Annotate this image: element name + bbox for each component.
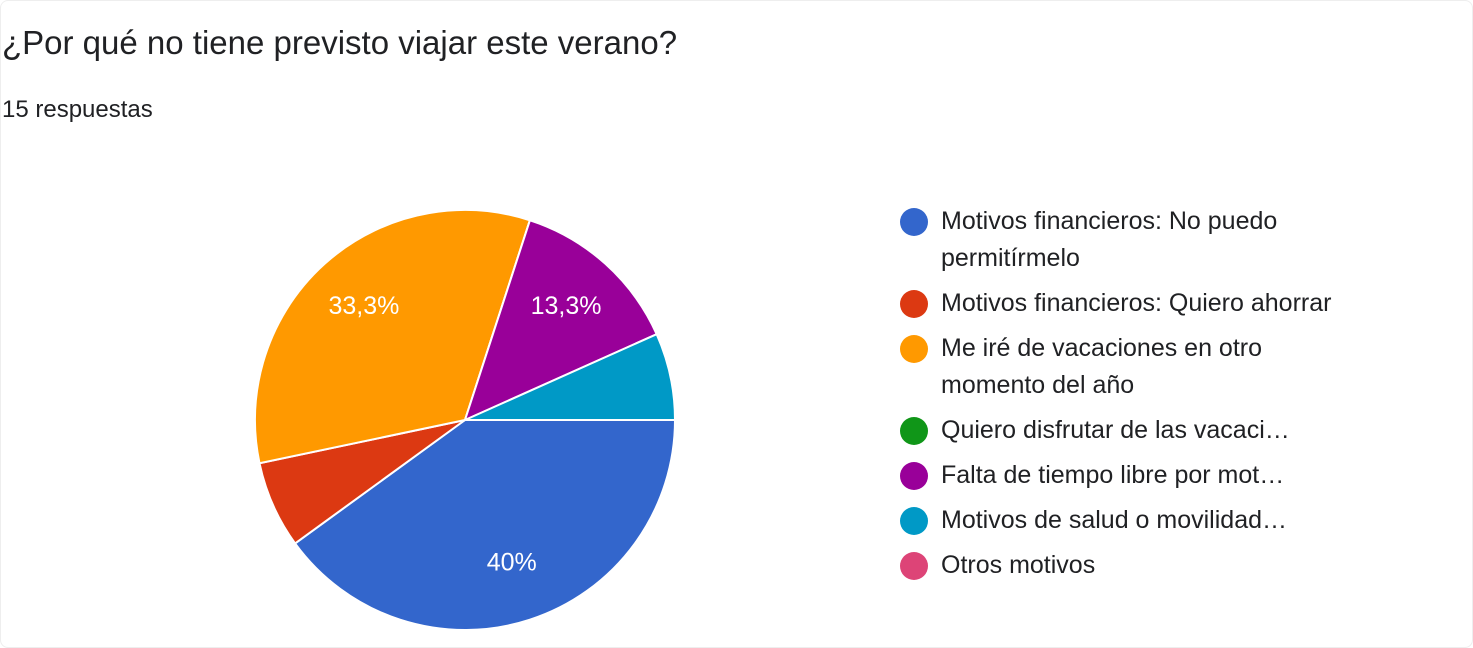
- legend-item: Falta de tiempo libre por mot…: [900, 457, 1340, 502]
- legend-swatch: [900, 417, 928, 445]
- chart-subtitle: 15 respuestas: [2, 96, 153, 123]
- legend-item: Otros motivos: [900, 547, 1340, 592]
- legend-item: Motivos financieros: Quiero ahorrar: [900, 285, 1340, 330]
- legend-swatch: [900, 507, 928, 535]
- legend-label: Motivos de salud o movilidad…: [941, 506, 1287, 534]
- legend-label: Me iré de vacaciones en otro momento del…: [941, 334, 1263, 399]
- pie-slice: [293, 419, 677, 631]
- slice-label: 13,3%: [531, 292, 602, 320]
- legend-swatch: [900, 290, 928, 318]
- legend-label: Motivos financieros: Quiero ahorrar: [941, 289, 1332, 317]
- legend-item: Motivos de salud o movilidad…: [900, 502, 1340, 547]
- legend-label: Otros motivos: [941, 551, 1096, 579]
- legend-item: Me iré de vacaciones en otro momento del…: [900, 330, 1340, 412]
- legend-label: Quiero disfrutar de las vacaci…: [941, 416, 1290, 444]
- slice-label: 33,3%: [328, 292, 399, 320]
- legend: Motivos financieros: No puedo permitírme…: [900, 203, 1340, 592]
- chart-title: ¿Por qué no tiene previsto viajar este v…: [2, 24, 678, 61]
- legend-item: Quiero disfrutar de las vacaci…: [900, 412, 1340, 457]
- legend-swatch: [900, 335, 928, 363]
- pie-slice: [463, 219, 658, 422]
- legend-swatch: [900, 208, 928, 236]
- legend-label: Motivos financieros: No puedo permitírme…: [941, 207, 1278, 272]
- legend-swatch: [900, 552, 928, 580]
- legend-swatch: [900, 462, 928, 490]
- legend-label: Falta de tiempo libre por mot…: [941, 461, 1285, 489]
- pie-slice: [254, 209, 532, 465]
- slice-label: 40%: [487, 548, 537, 576]
- legend-item: Motivos financieros: No puedo permitírme…: [900, 203, 1340, 285]
